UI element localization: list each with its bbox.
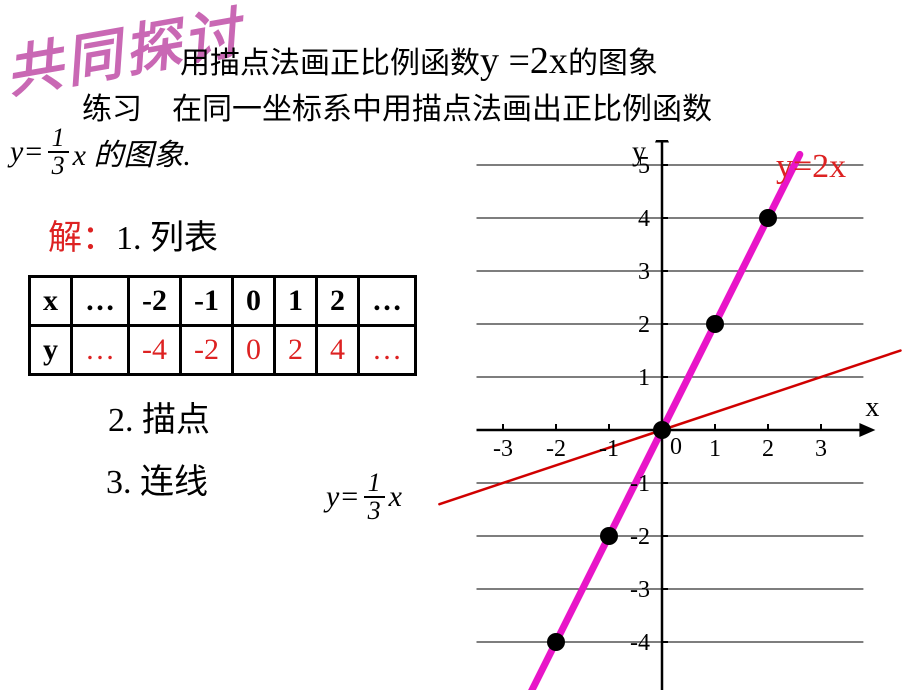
step1-text: 1. 列表: [116, 220, 218, 257]
equation-label-y13x: y= 1 3 x: [326, 470, 402, 524]
svg-text:x: x: [865, 392, 879, 423]
svg-text:-3: -3: [630, 577, 650, 603]
line3-pre: y=: [10, 135, 44, 169]
solution-step-1: 解：1. 列表: [48, 210, 218, 259]
table-data-cell: …: [72, 326, 129, 375]
svg-text:3: 3: [815, 436, 827, 462]
solution-step-2: 2. 描点: [108, 392, 210, 441]
line1-fn: y =2x: [480, 39, 568, 83]
frac-den-lbl: 3: [364, 498, 385, 524]
svg-text:-1: -1: [630, 471, 650, 497]
svg-text:0: 0: [670, 434, 682, 460]
solution-step-3: 3. 连线: [106, 454, 208, 503]
table-data-cell: 4: [317, 326, 359, 375]
table-header-cell: 2: [317, 277, 359, 326]
fraction-1-3-label: 1 3: [364, 470, 385, 524]
svg-text:4: 4: [638, 206, 650, 232]
table-data-cell: y: [30, 326, 72, 375]
solve-prefix: 解：: [48, 220, 116, 257]
table-header-cell: x: [30, 277, 72, 326]
data-table: x…-2-1012… y…-4-2024…: [28, 275, 417, 376]
text-line-3: y= 1 3 x 的图象.: [10, 125, 191, 179]
table-header-cell: 0: [233, 277, 275, 326]
svg-text:1: 1: [638, 365, 650, 391]
svg-text:-1: -1: [599, 436, 619, 462]
table-header-cell: …: [72, 277, 129, 326]
line1-pre: 用描点法画正比例函数: [180, 38, 480, 82]
y13x-pre: y=: [326, 480, 360, 514]
frac-num: 1: [48, 125, 69, 153]
table-header-cell: 1: [275, 277, 317, 326]
table-data-cell: -4: [129, 326, 181, 375]
frac-den: 3: [48, 153, 69, 179]
table-data-cell: -2: [181, 326, 233, 375]
svg-text:-2: -2: [630, 524, 650, 550]
line1-post: 的图象: [568, 38, 658, 82]
table-header-cell: …: [359, 277, 416, 326]
text-line-1: 用描点法画正比例函数 y =2x 的图象: [180, 38, 658, 83]
svg-text:-2: -2: [546, 436, 566, 462]
table-data-cell: 2: [275, 326, 317, 375]
table-data-cell: …: [359, 326, 416, 375]
svg-text:-3: -3: [493, 436, 513, 462]
equation-label-y2x: y=2x: [776, 148, 846, 186]
frac-num-lbl: 1: [364, 470, 385, 498]
svg-text:2: 2: [762, 436, 774, 462]
svg-text:1: 1: [709, 436, 721, 462]
svg-text:2: 2: [638, 312, 650, 338]
table-header-cell: -2: [129, 277, 181, 326]
text-line-2: 练习 在同一坐标系中用描点法画出正比例函数: [82, 84, 712, 128]
svg-text:y: y: [632, 140, 646, 168]
line3-post: x 的图象.: [73, 130, 191, 174]
svg-text:-4: -4: [630, 630, 650, 656]
y13x-post: x: [389, 480, 402, 514]
coordinate-chart: -3-2-10123-4-3-2-112345xy: [438, 140, 918, 690]
fraction-1-3: 1 3: [48, 125, 69, 179]
svg-text:3: 3: [638, 259, 650, 285]
table-data-cell: 0: [233, 326, 275, 375]
table-header-cell: -1: [181, 277, 233, 326]
